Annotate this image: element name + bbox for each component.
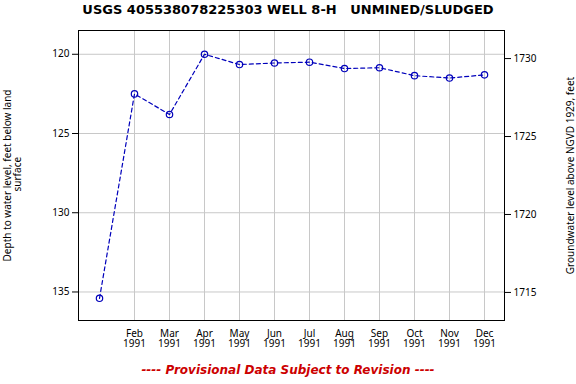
svg-text:1720: 1720 xyxy=(514,207,537,221)
svg-text:1730: 1730 xyxy=(514,51,537,65)
svg-text:120: 120 xyxy=(52,46,69,60)
svg-text:Aug1991: Aug1991 xyxy=(333,326,356,350)
svg-text:Feb1991: Feb1991 xyxy=(123,326,146,350)
svg-text:Nov1991: Nov1991 xyxy=(438,326,461,350)
svg-text:Dec1991: Dec1991 xyxy=(473,326,496,350)
svg-text:135: 135 xyxy=(52,284,69,298)
html-text:USGS 405538078225303 WELL 8-H: USGS 405538078225303 WELL 8-H UNMINED/SL… xyxy=(82,2,494,17)
svg-text:Jul1991: Jul1991 xyxy=(298,326,321,350)
svg-text:Sep1991: Sep1991 xyxy=(368,326,391,350)
svg-text:Apr1991: Apr1991 xyxy=(193,326,216,350)
svg-text:1715: 1715 xyxy=(514,285,537,299)
svg-text:Oct1991: Oct1991 xyxy=(403,326,426,350)
svg-text:May1991: May1991 xyxy=(228,326,251,350)
svg-text:Jun1991: Jun1991 xyxy=(263,326,286,350)
svg-text:Groundwater level above NGVD 1: Groundwater level above NGVD 1929, feet xyxy=(563,76,576,274)
svg-text:1725: 1725 xyxy=(514,129,537,143)
svg-text:Depth to water level, feet bel: Depth to water level, feet below land su… xyxy=(0,90,24,262)
svg-text:Mar1991: Mar1991 xyxy=(158,326,181,350)
html-text:---- Provisional Data Subject: ---- Provisional Data Subject to Revisio… xyxy=(141,363,435,377)
svg-text:125: 125 xyxy=(52,126,69,140)
svg-text:130: 130 xyxy=(52,205,69,219)
